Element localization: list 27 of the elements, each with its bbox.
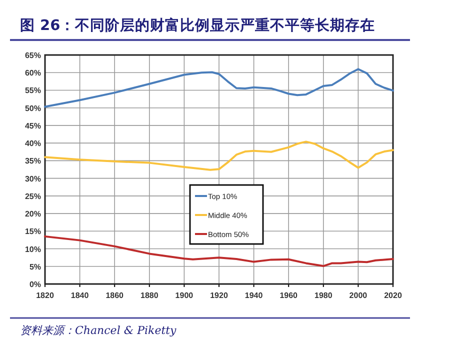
x-tick-label: 1920 <box>210 291 228 300</box>
x-tick-label: 1980 <box>314 291 333 300</box>
y-tick-label: 60% <box>24 68 41 78</box>
x-tick-label: 1960 <box>280 291 298 300</box>
y-tick-label: 25% <box>24 192 41 201</box>
y-tick-label: 45% <box>24 121 41 130</box>
text: 资料来源：Chancel & Piketty <box>20 324 178 337</box>
y-tick-label: 20% <box>24 210 41 219</box>
x-tick-label: 1900 <box>175 291 194 300</box>
y-tick-label: 65% <box>24 51 41 60</box>
y-tick-label: 0% <box>29 280 41 289</box>
x-tick-label: 1940 <box>244 291 264 300</box>
x-tick-label: 2000 <box>349 291 368 300</box>
y-tick-label: 50% <box>24 104 41 113</box>
y-tick-label: 5% <box>29 262 41 272</box>
y-tick-label: 40% <box>24 139 41 148</box>
x-tick-label: 1840 <box>70 291 90 300</box>
x-tick-label: 1820 <box>36 291 54 300</box>
y-tick-label: 35% <box>24 156 41 166</box>
y-tick-label: 55% <box>24 86 41 96</box>
x-tick-label: 2020 <box>384 291 402 300</box>
x-tick-label: 1880 <box>140 291 159 300</box>
chart-title: 图 26：不同阶层的财富比例显示严重不平等长期存在 <box>20 16 376 34</box>
y-tick-label: 15% <box>24 227 41 236</box>
y-tick-label: 10% <box>24 244 41 254</box>
y-tick-label: 30% <box>24 174 41 184</box>
x-tick-label: 1860 <box>106 291 124 300</box>
